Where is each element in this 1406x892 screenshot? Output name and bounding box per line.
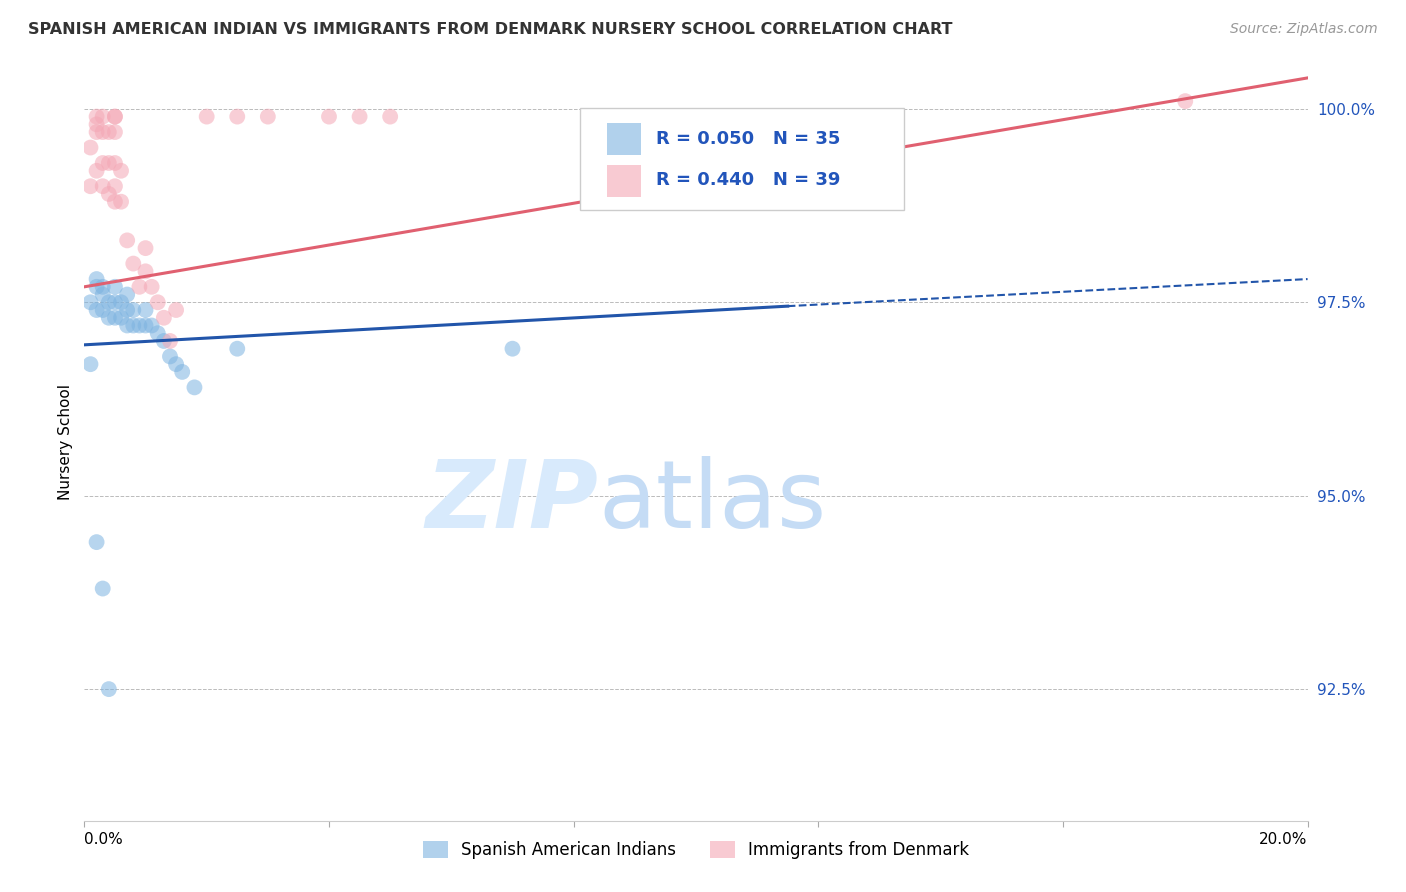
Y-axis label: Nursery School: Nursery School [58,384,73,500]
Point [122,257,145,271]
Point [110,310,132,325]
Point [159,334,181,348]
Point [226,342,249,356]
Point [380,110,402,124]
Point [122,303,145,318]
Text: Source: ZipAtlas.com: Source: ZipAtlas.com [1230,22,1378,37]
Point [165,357,187,371]
Point [104,295,127,310]
Text: atlas: atlas [598,456,827,549]
Point [91,179,114,194]
FancyBboxPatch shape [579,108,904,211]
Point [115,303,138,318]
Point [104,125,127,139]
Point [97,156,120,170]
Point [97,682,120,697]
Point [318,110,340,124]
Point [135,303,157,318]
Point [97,186,120,201]
Point [91,110,114,124]
Point [86,535,108,549]
Point [86,110,108,124]
Point [86,280,108,294]
Point [91,582,114,596]
Point [104,194,127,209]
Point [195,110,218,124]
Point [159,350,181,364]
Point [135,318,157,333]
Point [146,326,169,341]
Text: ZIP: ZIP [425,456,598,549]
Point [115,287,138,301]
Point [165,303,187,318]
Point [91,280,114,294]
Point [91,303,114,318]
Point [104,310,127,325]
Point [128,280,150,294]
Point [104,156,127,170]
Point [257,110,280,124]
Point [104,110,127,124]
Point [183,380,205,394]
Point [135,264,157,278]
Legend: Spanish American Indians, Immigrants from Denmark: Spanish American Indians, Immigrants fro… [416,834,976,865]
Point [349,110,371,124]
FancyBboxPatch shape [606,165,641,196]
Text: 0.0%: 0.0% [84,832,124,847]
Point [153,334,176,348]
Point [104,280,127,294]
Text: SPANISH AMERICAN INDIAN VS IMMIGRANTS FROM DENMARK NURSERY SCHOOL CORRELATION CH: SPANISH AMERICAN INDIAN VS IMMIGRANTS FR… [28,22,953,37]
FancyBboxPatch shape [606,123,641,155]
Point [97,125,120,139]
Point [141,280,163,294]
Point [502,342,524,356]
Text: R = 0.050   N = 35: R = 0.050 N = 35 [655,129,839,148]
Point [86,117,108,131]
Point [86,303,108,318]
Point [110,194,132,209]
Point [122,318,145,333]
Point [115,318,138,333]
Point [79,179,101,194]
Point [86,272,108,286]
Point [79,295,101,310]
Text: R = 0.440   N = 39: R = 0.440 N = 39 [655,171,839,189]
Point [104,110,127,124]
Point [146,295,169,310]
Point [172,365,194,379]
Point [110,295,132,310]
Point [141,318,163,333]
Point [97,310,120,325]
Point [86,163,108,178]
Point [110,163,132,178]
Text: 20.0%: 20.0% [1260,832,1308,847]
Point [97,295,120,310]
Point [1174,94,1197,108]
Point [226,110,249,124]
Point [79,140,101,154]
Point [91,287,114,301]
Point [135,241,157,255]
Point [86,125,108,139]
Point [91,125,114,139]
Point [91,156,114,170]
Point [128,318,150,333]
Point [153,310,176,325]
Point [685,110,707,124]
Point [79,357,101,371]
Point [115,233,138,247]
Point [104,179,127,194]
